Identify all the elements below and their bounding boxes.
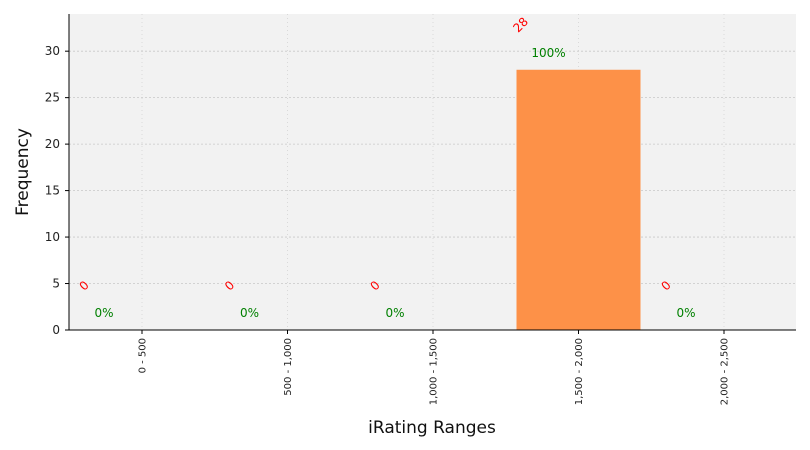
x-tick-label: 500 - 1,000 bbox=[283, 338, 294, 396]
x-ticks: 0 - 500 500 - 1,000 1,000 - 1,500 1,500 - 2… bbox=[138, 330, 731, 405]
y-ticks: 0 5 10 15 20 25 30 bbox=[45, 44, 69, 337]
x-tick-label: 2,000 - 2,500 bbox=[720, 338, 731, 405]
x-tick-label: 1,000 - 1,500 bbox=[429, 338, 440, 405]
percent-label: 100% bbox=[531, 46, 565, 60]
y-tick-label: 15 bbox=[45, 184, 60, 198]
y-tick-label: 25 bbox=[45, 91, 60, 105]
x-axis-title: iRating Ranges bbox=[368, 418, 496, 438]
y-tick-label: 20 bbox=[45, 137, 60, 151]
plot-area bbox=[69, 14, 796, 330]
bars bbox=[516, 69, 641, 330]
bar bbox=[516, 69, 641, 330]
x-tick-label: 0 - 500 bbox=[138, 338, 149, 373]
percent-label: 0% bbox=[676, 306, 695, 320]
percent-label: 0% bbox=[94, 306, 113, 320]
x-tick-label: 1,500 - 2,000 bbox=[574, 338, 585, 405]
y-tick-label: 10 bbox=[45, 230, 60, 244]
y-axis-title: Frequency bbox=[13, 128, 33, 216]
percent-label: 0% bbox=[240, 306, 259, 320]
y-tick-label: 5 bbox=[52, 277, 60, 291]
percent-label: 0% bbox=[385, 306, 404, 320]
y-tick-label: 30 bbox=[45, 44, 60, 58]
grid-lines bbox=[69, 14, 796, 330]
y-tick-label: 0 bbox=[52, 323, 60, 337]
